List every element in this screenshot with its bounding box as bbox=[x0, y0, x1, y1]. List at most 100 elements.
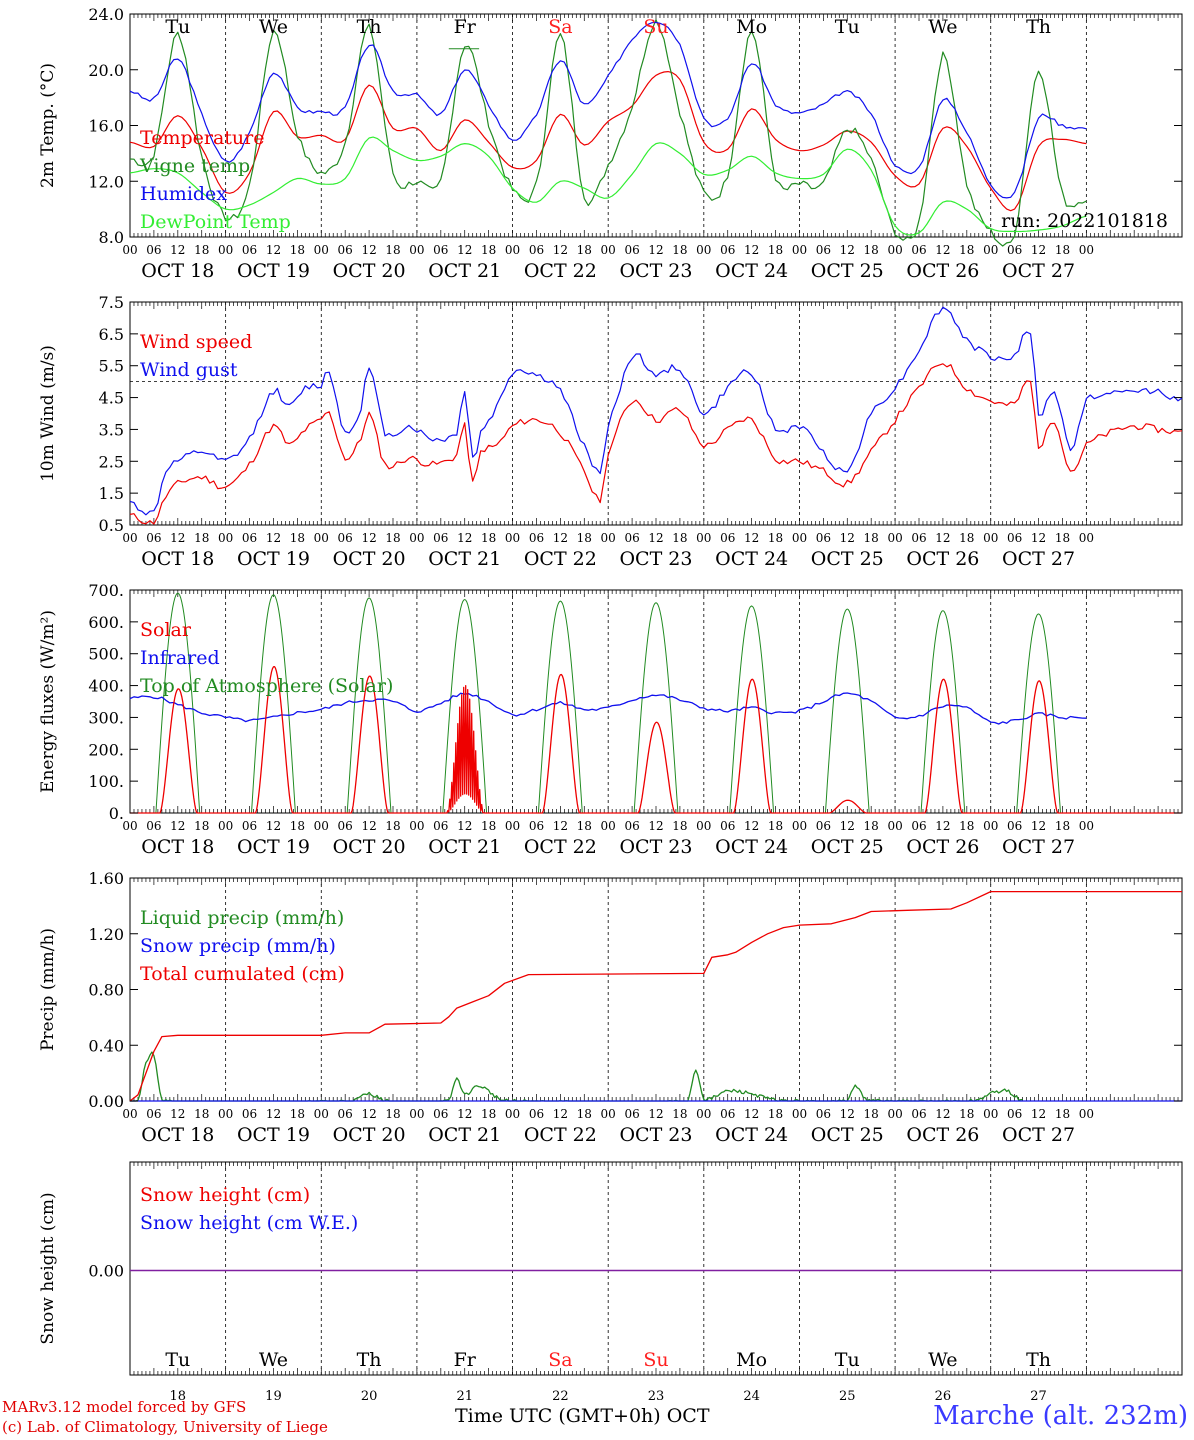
hour-tick-label: 00 bbox=[314, 531, 329, 545]
hour-tick-label: 18 bbox=[577, 243, 592, 257]
hour-tick-label: 00 bbox=[218, 819, 233, 833]
day-tick-label: OCT 25 bbox=[811, 836, 884, 858]
series-line-infrared bbox=[129, 692, 1087, 725]
hour-tick-label: 06 bbox=[529, 243, 544, 257]
day-tick-label: OCT 20 bbox=[333, 548, 406, 570]
hour-tick-label: 12 bbox=[935, 819, 950, 833]
day-tick-label: OCT 22 bbox=[524, 548, 597, 570]
hour-tick-label: 00 bbox=[1079, 243, 1094, 257]
weekday-label-top: Th bbox=[1026, 16, 1051, 38]
weekday-label-bottom: Mo bbox=[736, 1349, 767, 1371]
series-line-humidex bbox=[129, 21, 1087, 199]
weekday-label-bottom: Fr bbox=[454, 1349, 477, 1371]
hour-tick-label: 00 bbox=[601, 243, 616, 257]
hour-tick-label: 18 bbox=[959, 1107, 974, 1121]
hour-tick-label: 00 bbox=[218, 1107, 233, 1121]
hour-tick-label: 12 bbox=[840, 819, 855, 833]
hour-tick-label: 06 bbox=[816, 531, 831, 545]
hour-tick-label: 00 bbox=[122, 531, 137, 545]
day-tick-label: OCT 22 bbox=[524, 260, 597, 282]
y-tick-label: 100. bbox=[88, 772, 124, 791]
hour-tick-label: 12 bbox=[744, 243, 759, 257]
y-tick-label: 0.00 bbox=[88, 1092, 124, 1111]
hour-tick-label: 12 bbox=[361, 243, 376, 257]
y-tick-label: 0.00 bbox=[88, 1262, 124, 1281]
y-tick-label: 7.5 bbox=[99, 293, 124, 312]
day-number-label: 27 bbox=[1030, 1389, 1047, 1404]
legend-entry-temperature: Temperature bbox=[140, 127, 264, 149]
hour-tick-label: 06 bbox=[816, 1107, 831, 1121]
hour-tick-label: 00 bbox=[696, 531, 711, 545]
day-number-label: 23 bbox=[648, 1389, 665, 1404]
hour-tick-label: 00 bbox=[601, 531, 616, 545]
hour-tick-label: 00 bbox=[218, 243, 233, 257]
hour-tick-label: 12 bbox=[266, 819, 281, 833]
hour-tick-label: 00 bbox=[887, 243, 902, 257]
y-axis-label: Snow height (cm) bbox=[38, 1192, 58, 1344]
hour-tick-label: 12 bbox=[170, 1107, 185, 1121]
series-line-solar bbox=[130, 665, 1181, 814]
y-tick-label: 24.0 bbox=[88, 5, 124, 24]
day-tick-label: OCT 24 bbox=[715, 548, 788, 570]
day-number-label: 24 bbox=[743, 1389, 760, 1404]
hour-tick-label: 12 bbox=[648, 1107, 663, 1121]
hour-tick-label: 18 bbox=[768, 243, 783, 257]
day-tick-label: OCT 27 bbox=[1002, 548, 1075, 570]
hour-tick-label: 18 bbox=[1055, 1107, 1070, 1121]
y-tick-label: 20.0 bbox=[88, 61, 124, 80]
legend-entry-dewpoint-temp: DewPoint Temp bbox=[140, 211, 291, 233]
hour-tick-label: 12 bbox=[553, 531, 568, 545]
y-axis-label: Precip (mm/h) bbox=[38, 928, 58, 1051]
hour-tick-label: 18 bbox=[481, 531, 496, 545]
hour-tick-label: 18 bbox=[672, 1107, 687, 1121]
hour-tick-label: 18 bbox=[959, 243, 974, 257]
hour-tick-label: 00 bbox=[218, 531, 233, 545]
day-tick-label: OCT 19 bbox=[237, 1124, 310, 1146]
hour-tick-label: 06 bbox=[242, 819, 257, 833]
hour-tick-label: 06 bbox=[1007, 243, 1022, 257]
weekday-label-bottom: Tu bbox=[835, 1349, 860, 1371]
hour-tick-label: 00 bbox=[696, 819, 711, 833]
hour-tick-label: 00 bbox=[505, 531, 520, 545]
y-tick-label: 4.5 bbox=[99, 389, 124, 408]
hour-tick-label: 00 bbox=[409, 243, 424, 257]
weekday-label-bottom: Sa bbox=[548, 1349, 572, 1371]
hour-tick-label: 12 bbox=[840, 243, 855, 257]
weekday-label-top: Tu bbox=[835, 16, 860, 38]
hour-tick-label: 18 bbox=[385, 1107, 400, 1121]
hour-tick-label: 12 bbox=[744, 1107, 759, 1121]
hour-tick-label: 06 bbox=[529, 1107, 544, 1121]
hour-tick-label: 12 bbox=[361, 1107, 376, 1121]
series-line-vigne-temp bbox=[129, 19, 1087, 247]
hour-tick-label: 00 bbox=[122, 819, 137, 833]
y-tick-label: 0.5 bbox=[99, 516, 124, 535]
day-tick-label: OCT 20 bbox=[333, 260, 406, 282]
y-tick-label: 0. bbox=[109, 804, 124, 823]
y-tick-label: 3.5 bbox=[99, 420, 124, 439]
hour-tick-label: 00 bbox=[983, 243, 998, 257]
hour-tick-label: 18 bbox=[1055, 819, 1070, 833]
time-axis-label: Time UTC (GMT+0h) OCT bbox=[455, 1405, 710, 1427]
hour-tick-label: 18 bbox=[1055, 243, 1070, 257]
hour-tick-label: 12 bbox=[1031, 819, 1046, 833]
hour-tick-label: 00 bbox=[122, 1107, 137, 1121]
y-axis-label: Energy fluxes (W/m²) bbox=[38, 610, 58, 793]
legend-entry-infrared: Infrared bbox=[140, 647, 220, 669]
hour-tick-label: 00 bbox=[792, 243, 807, 257]
hour-tick-label: 18 bbox=[194, 531, 209, 545]
hour-tick-label: 06 bbox=[338, 531, 353, 545]
legend-entry-humidex: Humidex bbox=[140, 183, 227, 205]
hour-tick-label: 06 bbox=[242, 1107, 257, 1121]
hour-tick-label: 18 bbox=[672, 819, 687, 833]
day-number-label: 22 bbox=[552, 1389, 569, 1404]
hour-tick-label: 06 bbox=[624, 243, 639, 257]
hour-tick-label: 18 bbox=[577, 531, 592, 545]
hour-tick-label: 12 bbox=[361, 819, 376, 833]
day-tick-label: OCT 20 bbox=[333, 1124, 406, 1146]
hour-tick-label: 18 bbox=[194, 819, 209, 833]
hour-tick-label: 06 bbox=[146, 1107, 161, 1121]
day-tick-label: OCT 27 bbox=[1002, 260, 1075, 282]
day-tick-label: OCT 23 bbox=[619, 548, 692, 570]
y-axis-label: 10m Wind (m/s) bbox=[38, 345, 58, 482]
day-tick-label: OCT 18 bbox=[141, 548, 214, 570]
